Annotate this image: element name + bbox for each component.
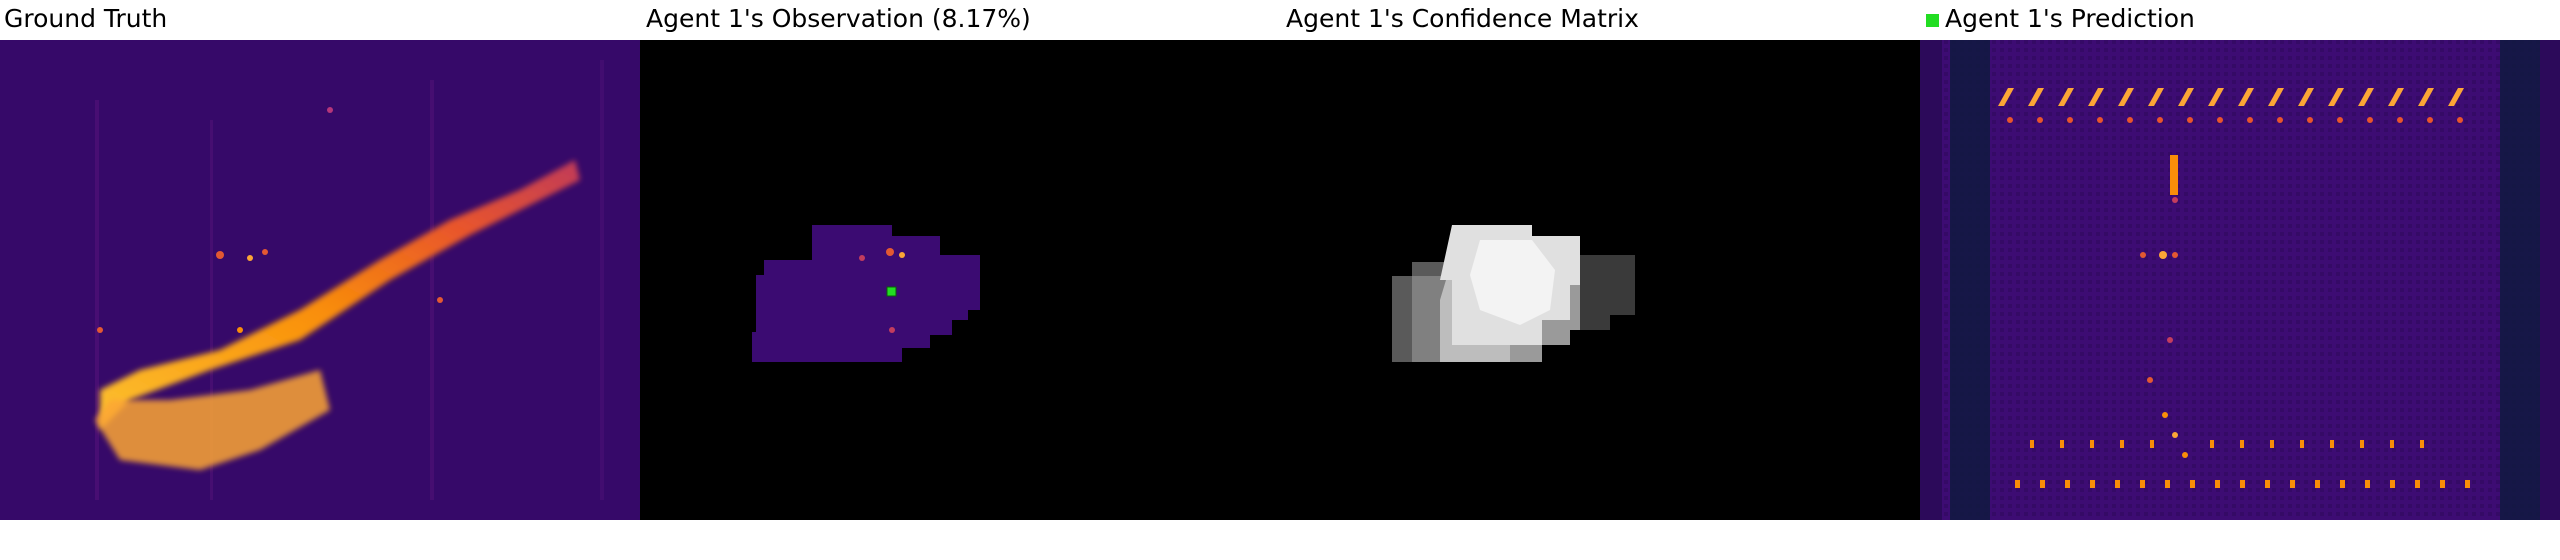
prediction-title: Agent 1's Prediction <box>1926 2 2195 36</box>
observation-title: Agent 1's Observation (8.17%) <box>646 4 1031 33</box>
prediction-title-text: Agent 1's Prediction <box>1945 4 2195 33</box>
prediction-image <box>1920 40 2560 520</box>
ground-truth-panel <box>0 40 640 520</box>
observation-image <box>640 40 1280 520</box>
confidence-title: Agent 1's Confidence Matrix <box>1286 4 1639 33</box>
agent-legend-marker <box>1926 14 1939 27</box>
observation-panel <box>640 40 1280 520</box>
agent-position-marker <box>886 286 897 297</box>
confidence-image <box>1280 40 1920 520</box>
prediction-panel <box>1920 40 2560 520</box>
ground-truth-title: Ground Truth <box>4 4 168 33</box>
confidence-panel <box>1280 40 1920 520</box>
ground-truth-image <box>0 40 640 520</box>
